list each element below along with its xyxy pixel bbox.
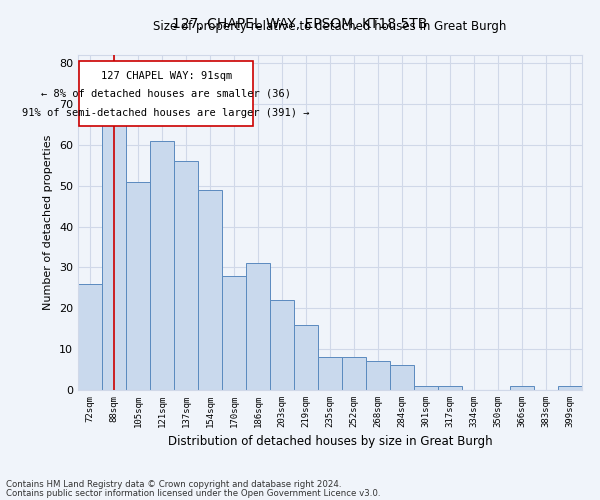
Title: Size of property relative to detached houses in Great Burgh: Size of property relative to detached ho… bbox=[154, 20, 506, 33]
X-axis label: Distribution of detached houses by size in Great Burgh: Distribution of detached houses by size … bbox=[167, 436, 493, 448]
Bar bbox=[510, 386, 534, 390]
Text: Contains HM Land Registry data © Crown copyright and database right 2024.: Contains HM Land Registry data © Crown c… bbox=[6, 480, 341, 489]
Bar bbox=[342, 358, 366, 390]
Text: ← 8% of detached houses are smaller (36): ← 8% of detached houses are smaller (36) bbox=[41, 89, 291, 99]
Text: 127, CHAPEL WAY, EPSOM, KT18 5TB: 127, CHAPEL WAY, EPSOM, KT18 5TB bbox=[172, 18, 428, 32]
Y-axis label: Number of detached properties: Number of detached properties bbox=[43, 135, 53, 310]
Bar bbox=[390, 366, 414, 390]
Bar bbox=[414, 386, 438, 390]
Bar bbox=[558, 386, 582, 390]
FancyBboxPatch shape bbox=[79, 61, 253, 126]
Text: 127 CHAPEL WAY: 91sqm: 127 CHAPEL WAY: 91sqm bbox=[101, 70, 232, 81]
Bar bbox=[126, 182, 150, 390]
Bar bbox=[246, 264, 270, 390]
Bar bbox=[174, 161, 198, 390]
Bar bbox=[102, 120, 126, 390]
Text: 91% of semi-detached houses are larger (391) →: 91% of semi-detached houses are larger (… bbox=[22, 108, 310, 118]
Bar bbox=[438, 386, 462, 390]
Bar bbox=[78, 284, 102, 390]
Bar bbox=[222, 276, 246, 390]
Text: Contains public sector information licensed under the Open Government Licence v3: Contains public sector information licen… bbox=[6, 489, 380, 498]
Bar bbox=[150, 141, 174, 390]
Bar bbox=[318, 358, 342, 390]
Bar bbox=[198, 190, 222, 390]
Bar bbox=[366, 362, 390, 390]
Bar bbox=[294, 324, 318, 390]
Bar bbox=[270, 300, 294, 390]
